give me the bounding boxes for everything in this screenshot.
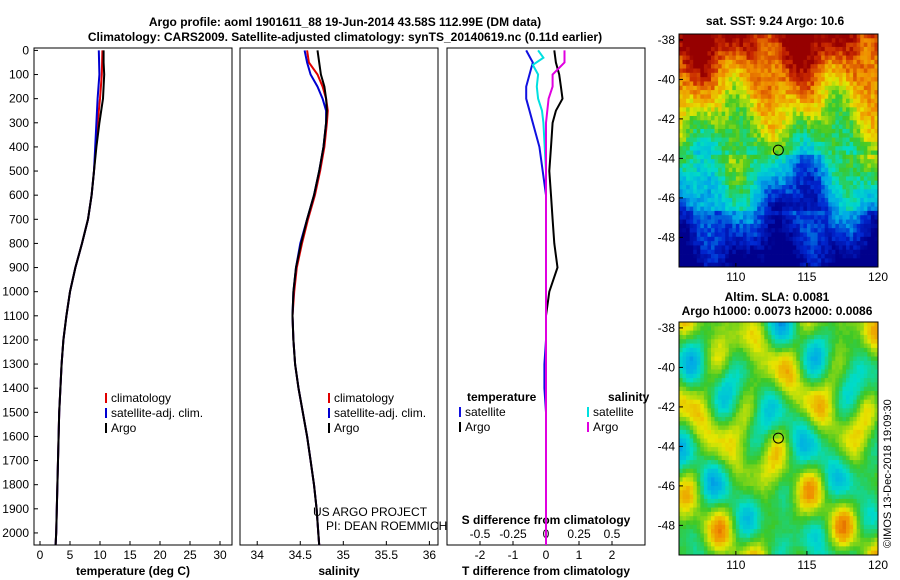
x-tick-label: 20: [153, 548, 167, 562]
y-tick-label: 600: [9, 188, 29, 202]
salinity-xlabel: salinity: [318, 564, 360, 578]
map-x-label: 115: [797, 270, 816, 284]
salinity-frame: [239, 47, 439, 546]
x-tick-label: 34.5: [289, 548, 313, 562]
legend-t-1-label: Argo: [465, 420, 491, 434]
x-tick-label: -2: [475, 548, 486, 562]
map-x-label: 120: [868, 558, 888, 572]
map-y-label: -38: [658, 33, 676, 47]
s-tick-label: -0.5: [470, 527, 491, 541]
x-tick-label: 25: [183, 548, 197, 562]
legend-s-header: salinity: [608, 390, 650, 404]
y-tick-label: 500: [9, 164, 29, 178]
legend-s-0-label: satellite: [593, 405, 634, 419]
map-y-label: -40: [658, 360, 676, 374]
sst-map-panel: -38 -40 -42 -44 -46 -48 110 115 120: [658, 33, 889, 284]
salinity-legend-0-label: climatology: [334, 391, 394, 405]
x-tick-label: 5: [67, 548, 74, 562]
salinity-panel: 34 34.5 35 35.5 36 salinity climatologysatelli…: [239, 47, 447, 578]
x-tick-label: 36: [423, 548, 437, 562]
map-x-label: 110: [726, 558, 745, 572]
temperature-panel: 0100200300400500600700800900100011001200…: [2, 43, 233, 578]
x-tick-label: 34: [251, 548, 265, 562]
map-x-label: 115: [797, 558, 816, 572]
map-y-label: -48: [658, 230, 676, 244]
s-tick-label: -0.25: [499, 527, 527, 541]
temperature-frame: [33, 47, 233, 546]
x-tick-label: 1: [576, 548, 583, 562]
legend-t-header: temperature: [467, 390, 537, 404]
sla-map-panel: -38 -40 -42 -44 -46 -48 110 115 120: [658, 321, 889, 572]
x-tick-label: 35.5: [375, 548, 399, 562]
map-x-label: 110: [726, 270, 745, 284]
x-tick-label: 10: [93, 548, 107, 562]
y-tick-label: 1300: [2, 357, 29, 371]
sla-map-argo-marker: [772, 432, 784, 444]
diff-line-3: [545, 50, 566, 545]
y-tick-label: 1200: [2, 333, 29, 347]
y-tick-label: 1800: [2, 478, 29, 492]
map-y-label: -42: [658, 400, 676, 414]
figure-title-line1: Argo profile: aoml 1901611_88 19-Jun-201…: [149, 15, 541, 29]
s-tick-label: 0.25: [567, 527, 591, 541]
map-y-label: -40: [658, 72, 676, 86]
x-tick-label: 2: [609, 548, 616, 562]
sst-map-argo-marker: [772, 144, 784, 156]
sst-map-frame: [678, 33, 879, 268]
legend-s-1-label: Argo: [593, 420, 619, 434]
map-y-label: -46: [658, 191, 676, 205]
y-tick-label: 1700: [2, 454, 29, 468]
map-y-label: -44: [658, 439, 676, 453]
y-tick-label: 200: [9, 92, 29, 106]
y-tick-label: 1900: [2, 502, 29, 516]
temperature-legend-2-label: Argo: [111, 421, 137, 435]
credit-line1: US ARGO PROJECT: [313, 505, 428, 519]
map-y-label: -48: [658, 518, 676, 532]
sla-map-subtitle: Argo h1000: 0.0073 h2000: 0.0086: [682, 304, 873, 318]
x-tick-label: 15: [123, 548, 137, 562]
y-tick-label: 2000: [2, 526, 29, 540]
t-diff-xlabel: T difference from climatology: [462, 564, 630, 578]
sst-map-title: sat. SST: 9.24 Argo: 10.6: [706, 14, 845, 28]
y-tick-label: 100: [9, 68, 29, 82]
figure-title-line2: Climatology: CARS2009. Satellite-adjuste…: [88, 30, 602, 44]
y-tick-label: 1400: [2, 381, 29, 395]
y-tick-label: 1500: [2, 405, 29, 419]
x-tick-label: 35: [337, 548, 351, 562]
salinity-legend-1-label: satellite-adj. clim.: [334, 406, 426, 420]
temperature-legend-0-label: climatology: [111, 391, 171, 405]
map-y-label: -38: [658, 321, 676, 335]
s-tick-label: 0.5: [604, 527, 621, 541]
map-y-label: -44: [658, 151, 676, 165]
x-tick-label: 0: [543, 548, 550, 562]
y-tick-label: 1600: [2, 429, 29, 443]
x-tick-label: 30: [213, 548, 227, 562]
y-tick-label: 800: [9, 236, 29, 250]
temperature-line-2: [54, 50, 106, 546]
x-tick-label: -1: [508, 548, 519, 562]
map-y-label: -46: [658, 479, 676, 493]
legend-t-0-label: satellite: [465, 405, 506, 419]
y-tick-label: 0: [22, 43, 29, 57]
sla-map-frame: [678, 321, 879, 556]
salinity-legend-2-label: Argo: [334, 421, 360, 435]
y-tick-label: 1000: [2, 285, 29, 299]
sla-map-title: Altim. SLA: 0.0081: [725, 290, 830, 304]
temperature-xlabel: temperature (deg C): [76, 564, 190, 578]
imos-watermark: ©IMOS 13-Dec-2018 19:09:30: [882, 399, 894, 548]
temperature-legend-1-label: satellite-adj. clim.: [111, 406, 203, 420]
y-tick-label: 900: [9, 261, 29, 275]
credit-line2: PI: DEAN ROEMMICH: [326, 519, 447, 533]
map-x-label: 120: [868, 270, 888, 284]
salinity-line-2: [291, 50, 328, 546]
x-tick-label: 0: [37, 548, 44, 562]
y-tick-label: 700: [9, 212, 29, 226]
y-tick-label: 300: [9, 116, 29, 130]
y-tick-label: 400: [9, 140, 29, 154]
y-tick-label: 1100: [3, 309, 29, 323]
difference-panel: -2 -1 0 1 2-0.5 -0.25 0 0.25 0.5S difference fro…: [446, 47, 650, 578]
map-y-label: -42: [658, 112, 676, 126]
